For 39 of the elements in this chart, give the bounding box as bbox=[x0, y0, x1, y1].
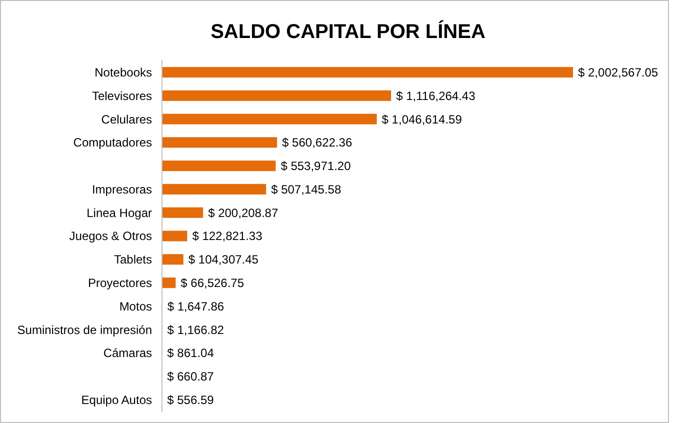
y-tick-label: Cámaras bbox=[103, 346, 152, 360]
y-tick-label: Computadores bbox=[73, 136, 152, 150]
bar bbox=[162, 160, 276, 172]
data-label: $ 556.59 bbox=[167, 392, 214, 407]
data-label: $ 2,002,567.05 bbox=[578, 65, 658, 80]
data-label: $ 861.04 bbox=[167, 346, 214, 360]
data-label: $ 1,647.86 bbox=[167, 299, 224, 314]
bar bbox=[162, 254, 184, 265]
chart-title: SALDO CAPITAL POR LÍNEA bbox=[210, 20, 486, 43]
data-label: $ 560,622.36 bbox=[282, 136, 352, 150]
y-tick-label: Televisores bbox=[92, 88, 152, 103]
data-label: $ 553,971.20 bbox=[280, 159, 352, 174]
y-tick-label: Suministros de impresión bbox=[17, 322, 152, 337]
y-tick-label: Impresoras bbox=[92, 182, 152, 196]
data-label: $ 104,307.45 bbox=[188, 252, 259, 267]
data-label: $ 507,145.58 bbox=[271, 182, 342, 196]
y-tick-label: Equipo Autos bbox=[81, 392, 152, 407]
y-tick-label: Proyectores bbox=[88, 276, 152, 290]
y-tick-label: Notebooks bbox=[94, 65, 152, 80]
y-tick-label: Celulares bbox=[101, 112, 152, 126]
y-tick-label: Juegos & Otros bbox=[69, 229, 152, 244]
data-label: $ 1,166.82 bbox=[167, 322, 224, 337]
data-label: $ 66,526.75 bbox=[180, 276, 244, 290]
bar bbox=[162, 184, 266, 194]
y-tick-label: Linea Hogar bbox=[86, 206, 152, 220]
data-label: $ 1,116,264.43 bbox=[396, 88, 476, 103]
bar bbox=[162, 67, 573, 78]
bar bbox=[162, 90, 392, 101]
bar bbox=[162, 114, 377, 124]
y-tick-label: Motos bbox=[119, 299, 152, 314]
bar bbox=[162, 278, 176, 288]
data-label: $ 660.87 bbox=[167, 370, 214, 384]
data-label: $ 200,208.87 bbox=[208, 206, 278, 220]
bar bbox=[162, 137, 278, 148]
bar bbox=[162, 207, 204, 218]
bar bbox=[162, 230, 188, 242]
data-label: $ 122,821.33 bbox=[192, 229, 263, 244]
data-label: $ 1,046,614.59 bbox=[382, 112, 462, 126]
y-tick-label: Tablets bbox=[114, 252, 152, 267]
